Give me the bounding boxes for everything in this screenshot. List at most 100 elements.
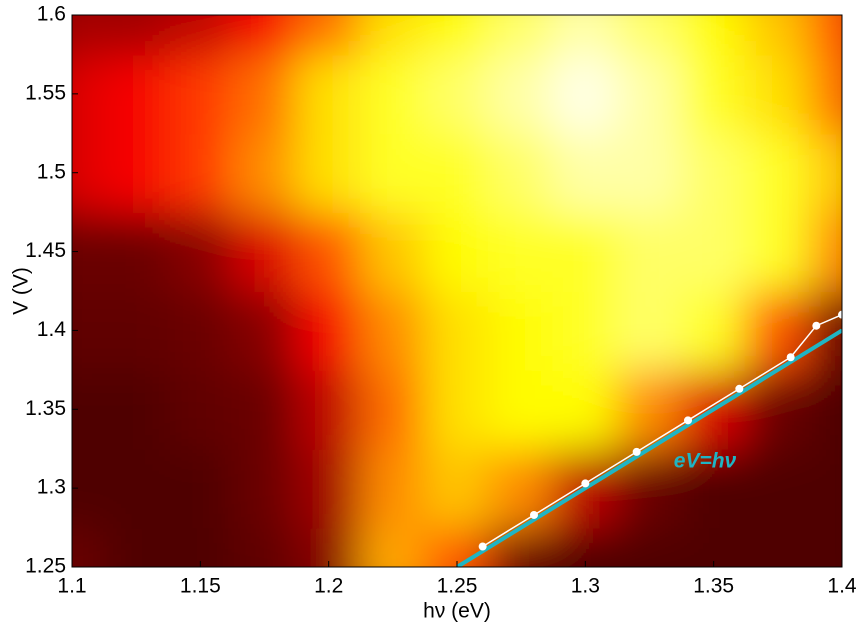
x-tick-label: 1.1 — [57, 575, 86, 598]
heat-cell — [488, 368, 555, 450]
heat-cell — [423, 132, 491, 214]
heat-cell — [552, 53, 619, 135]
heat-cell — [488, 53, 555, 135]
heat-cell — [295, 368, 362, 450]
line — [455, 328, 842, 567]
heat-cell — [680, 526, 747, 567]
heat-cell — [680, 290, 747, 371]
heat-cell — [231, 447, 298, 529]
heat-cell — [231, 53, 298, 135]
heat-cell — [231, 526, 298, 567]
x-tick-label: 1.4 — [827, 575, 857, 598]
y-tick-label: 1.4 — [37, 318, 67, 341]
heat-cell — [680, 132, 747, 214]
heat-cell — [167, 132, 234, 214]
heat-cell — [359, 447, 426, 529]
heat-cell — [103, 15, 170, 56]
heat-cell — [488, 211, 555, 292]
heat-cell — [744, 290, 811, 371]
point — [786, 353, 795, 362]
overlay — [455, 310, 842, 567]
heat-cell — [808, 53, 842, 135]
x-axis-label: hν (eV) — [423, 600, 491, 623]
y-tick-label: 1.5 — [37, 160, 66, 183]
heat-cell — [680, 15, 747, 56]
x-tick-label: 1.15 — [180, 575, 221, 598]
heat-cell — [744, 15, 811, 56]
heat-cell — [423, 368, 491, 450]
heat-cell — [359, 132, 426, 214]
heat-cell — [744, 526, 811, 567]
heat-cell — [103, 290, 170, 371]
heat-cell — [616, 368, 683, 450]
heat-cell — [808, 132, 842, 214]
heat-cell — [295, 15, 362, 56]
heat-cell — [744, 211, 811, 292]
heat-cell — [744, 447, 811, 529]
heat-cell — [616, 290, 683, 371]
heatmap — [72, 15, 842, 567]
point — [838, 310, 842, 319]
heat-cell — [167, 211, 234, 292]
point — [530, 510, 538, 519]
heat-cell — [231, 368, 298, 450]
heat-cell — [423, 211, 491, 292]
x-tick-label: 1.25 — [437, 575, 478, 598]
heat-cell — [616, 447, 683, 529]
heat-cell — [359, 15, 426, 56]
heat-cell — [552, 368, 619, 450]
heat-cell — [295, 211, 362, 292]
heat-cell — [423, 290, 491, 371]
heat-cell — [359, 526, 426, 567]
heat-cell — [616, 526, 683, 567]
heat-cell — [359, 53, 426, 135]
heat-cell — [808, 211, 842, 292]
heat-cell — [488, 15, 555, 56]
heat-cell — [359, 290, 426, 371]
point — [684, 416, 692, 425]
heat-cell — [167, 526, 234, 567]
heat-cell — [103, 53, 170, 135]
point — [632, 447, 641, 456]
heat-cell — [103, 447, 170, 529]
heat-cell — [552, 526, 619, 567]
heat-cell — [744, 368, 811, 450]
heat-cell — [616, 15, 683, 56]
heat-cell — [167, 290, 234, 371]
heat-cell — [488, 132, 555, 214]
heat-cell — [231, 290, 298, 371]
heat-cell — [167, 368, 234, 450]
heat-cell — [231, 211, 298, 292]
heat-cell — [423, 15, 491, 56]
heat-cell — [103, 368, 170, 450]
heatmap-cells — [72, 15, 842, 567]
heat-cell — [552, 211, 619, 292]
heat-cell — [72, 526, 106, 567]
heat-cell — [103, 526, 170, 567]
heat-cell — [359, 368, 426, 450]
point — [812, 321, 821, 330]
heat-cell — [680, 211, 747, 292]
y-tick-label: 1.3 — [37, 476, 66, 499]
heat-cell — [295, 132, 362, 214]
heat-cell — [744, 132, 811, 214]
y-tick-label: 1.35 — [25, 397, 66, 420]
heat-cell — [359, 211, 426, 292]
heat-cell — [423, 447, 491, 529]
heat-cell — [167, 15, 234, 56]
heat-cell — [680, 447, 747, 529]
x-tick-label: 1.3 — [571, 575, 600, 598]
y-tick-label: 1.25 — [25, 555, 66, 578]
heat-cell — [616, 53, 683, 135]
y-axis-label: V (V) — [10, 267, 33, 315]
heat-cell — [488, 447, 555, 529]
point — [735, 384, 744, 393]
heat-cell — [295, 526, 362, 567]
heat-cell — [423, 53, 491, 135]
heat-cell — [167, 53, 234, 135]
heat-cell — [680, 53, 747, 135]
heat-cell — [808, 368, 842, 450]
heat-cell — [552, 132, 619, 214]
x-tick-label: 1.2 — [314, 575, 343, 598]
